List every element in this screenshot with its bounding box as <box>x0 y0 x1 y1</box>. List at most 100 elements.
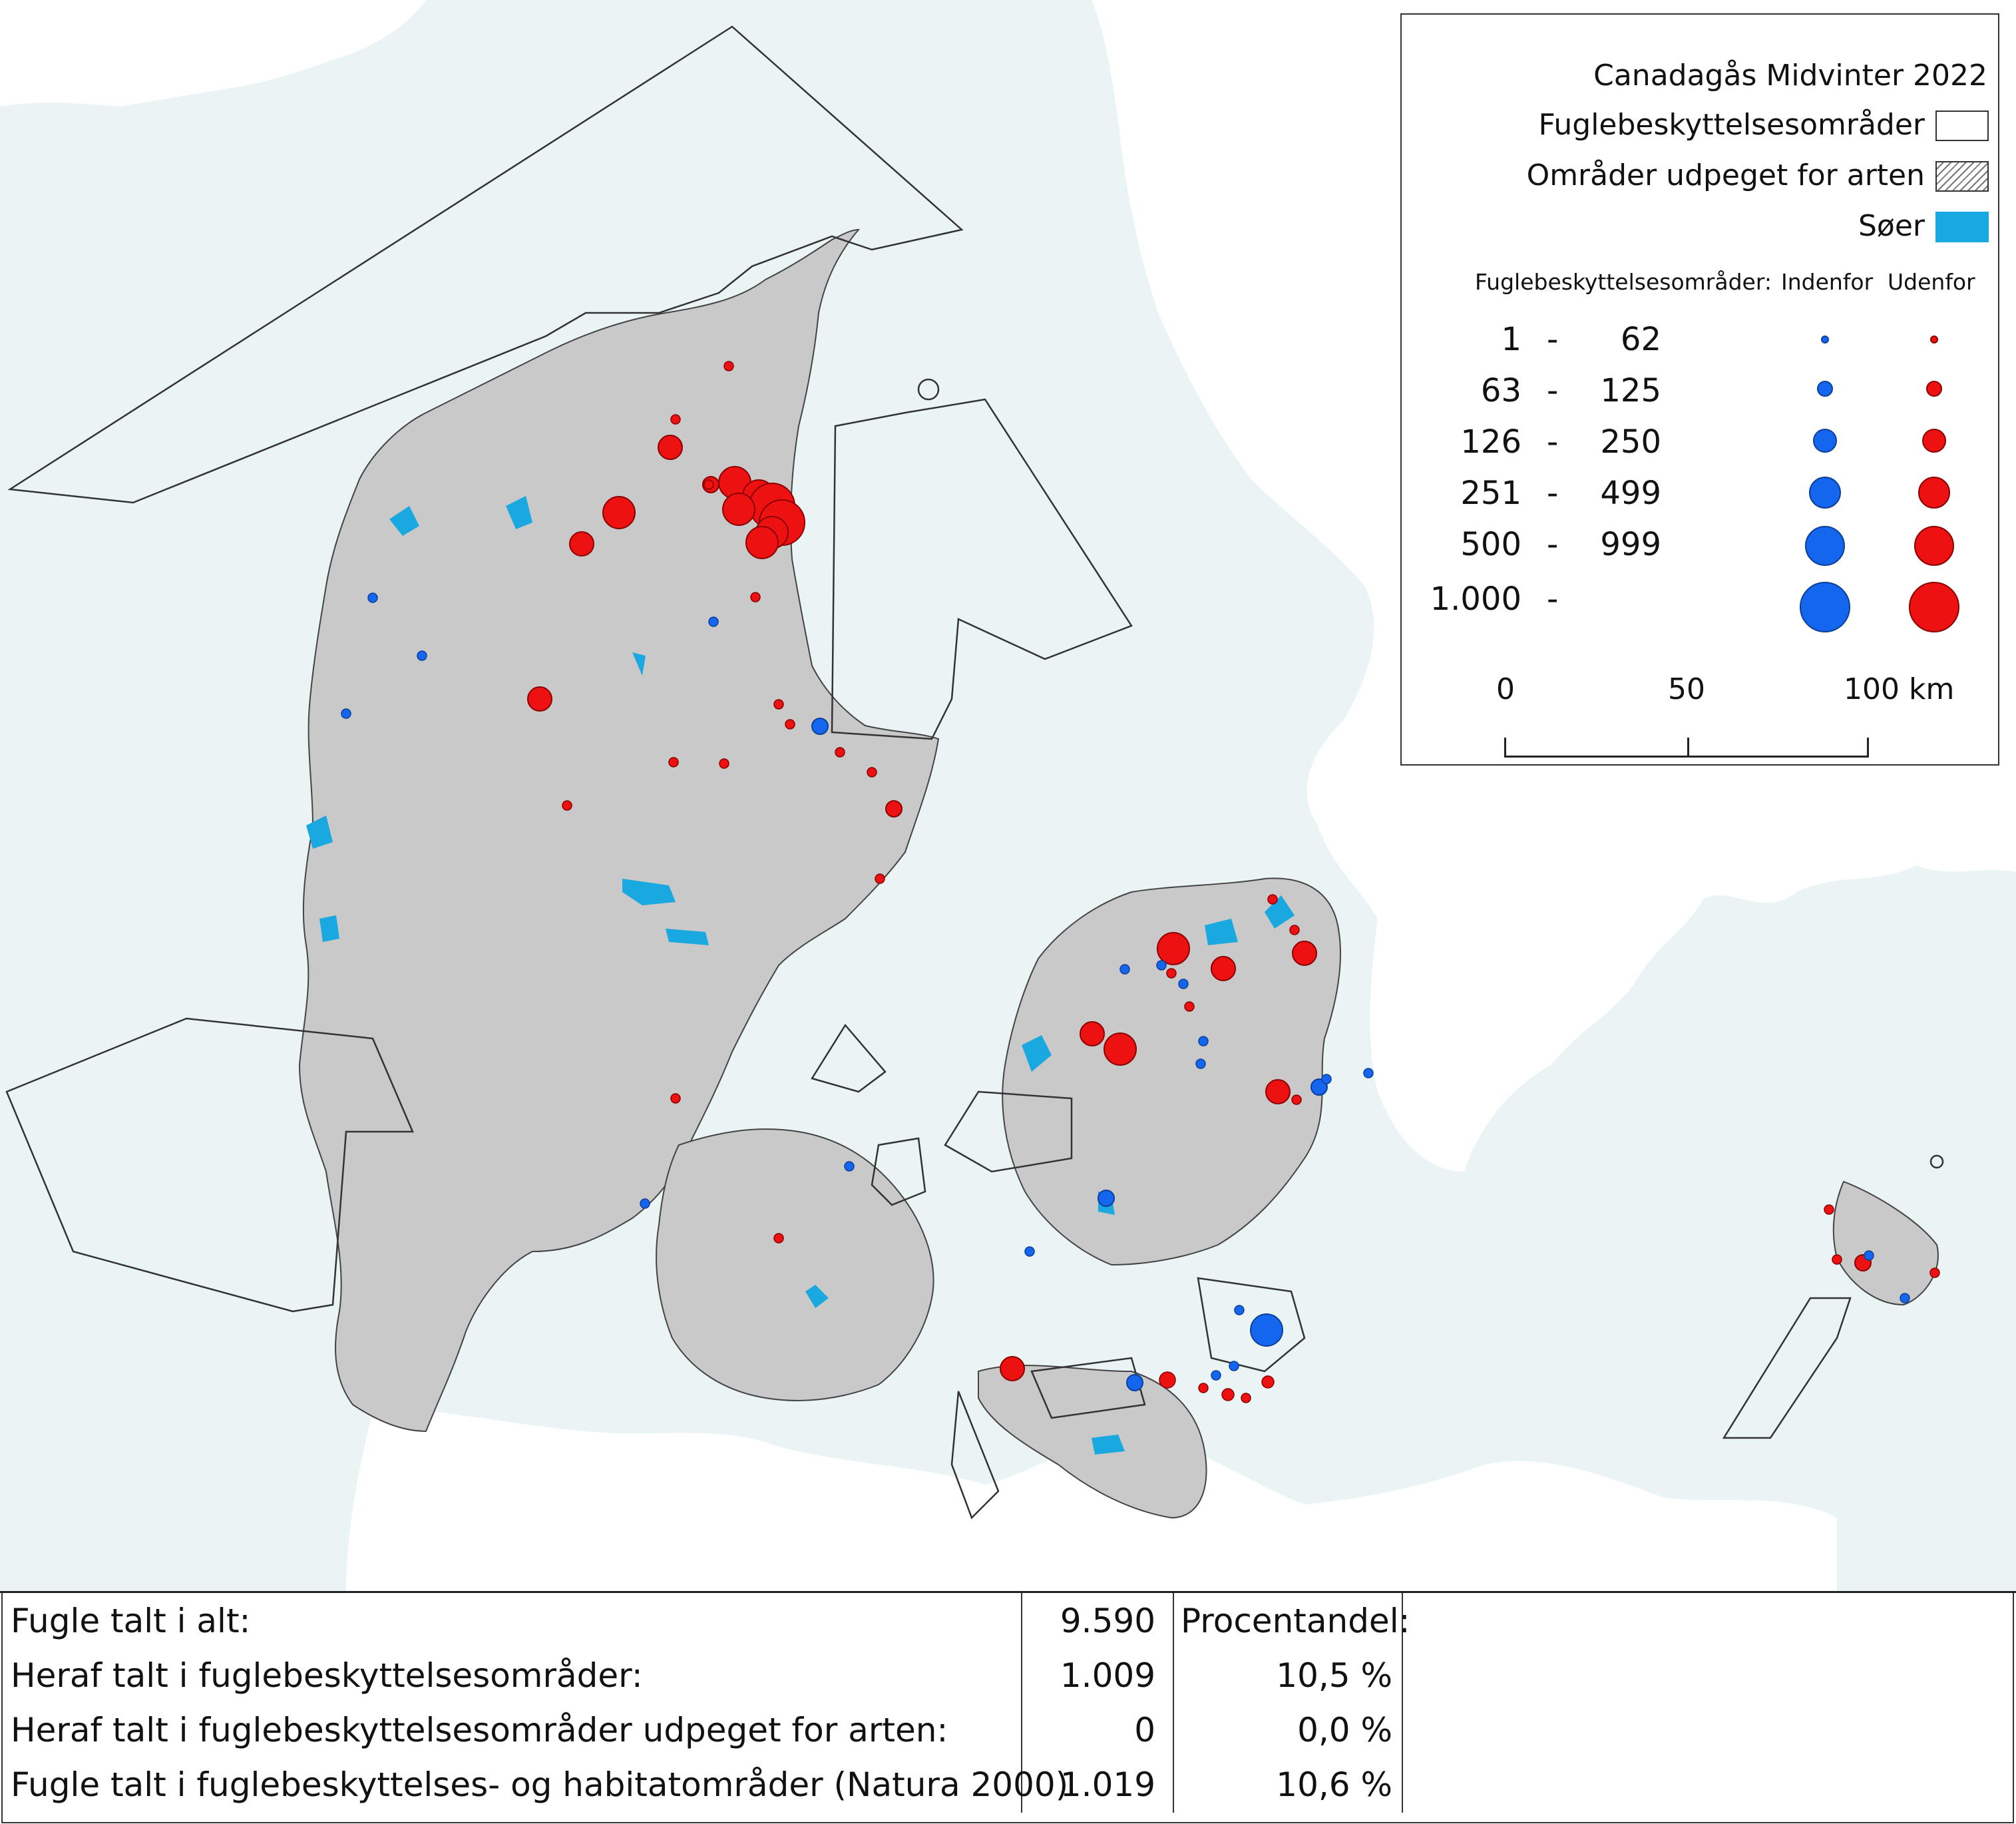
legend-dot-inside <box>1813 429 1837 453</box>
legend-lakes-swatch <box>1935 212 1989 242</box>
legend-title: Canadagås Midvinter 2022 <box>1593 59 1987 93</box>
count-dot-outside <box>1198 1383 1209 1393</box>
legend-lakes-label: Søer <box>1858 209 1925 243</box>
range-dash: - <box>1547 423 1559 461</box>
legend-dot-inside <box>1821 336 1829 343</box>
count-dot-outside <box>1211 956 1236 981</box>
count-dot-outside <box>1159 1371 1176 1389</box>
count-dot-inside <box>417 650 427 661</box>
zealand-land <box>1002 877 1341 1266</box>
count-dot-outside <box>562 800 572 811</box>
count-dot-inside <box>1024 1246 1035 1257</box>
count-dot-inside <box>844 1161 855 1172</box>
count-dots <box>341 361 1940 1403</box>
count-dot-outside <box>773 1233 784 1244</box>
count-dot-inside <box>640 1198 650 1209</box>
stats-row-label: Fugle talt i alt: <box>11 1602 251 1640</box>
count-dot-outside <box>1166 968 1177 979</box>
count-dot-inside <box>1211 1370 1221 1381</box>
stats-row-label: Heraf talt i fuglebeskyttelsesområder ud… <box>11 1711 948 1749</box>
legend-dot-inside <box>1800 582 1850 632</box>
count-dot-outside <box>885 800 903 817</box>
count-dot-outside <box>719 758 729 769</box>
count-dot-outside <box>668 757 679 768</box>
column-divider <box>1173 1593 1174 1813</box>
count-dot-inside <box>1864 1250 1874 1261</box>
count-dot-outside <box>1221 1388 1235 1401</box>
count-dot-outside <box>835 747 845 758</box>
count-dot-outside <box>602 496 636 529</box>
count-dot-outside <box>1832 1254 1842 1265</box>
range-from: 500 <box>1460 526 1521 563</box>
map-canvas: Canadagås Midvinter 2022 Fuglebeskyttels… <box>0 0 2016 1591</box>
legend-dot-outside <box>1918 477 1950 509</box>
count-dot-outside <box>1291 1094 1302 1105</box>
column-divider <box>1021 1593 1022 1813</box>
stats-row-value: 1.019 <box>1060 1765 1155 1804</box>
count-dot-outside <box>750 592 761 602</box>
column-divider <box>1402 1593 1403 1813</box>
count-dot-outside <box>670 414 681 425</box>
count-dot-inside <box>1098 1190 1115 1207</box>
range-to: 62 <box>1620 321 1661 358</box>
stats-row-value: 0 <box>1134 1711 1155 1749</box>
count-dot-inside <box>811 718 829 735</box>
count-dot-inside <box>341 708 351 719</box>
range-dash: - <box>1547 475 1559 512</box>
count-dot-outside <box>1261 1375 1275 1389</box>
legend-dot-outside <box>1930 336 1938 343</box>
legend-designated-label: Områder udpeget for arten <box>1526 158 1925 192</box>
norway-land <box>0 0 426 107</box>
lakes <box>306 496 1295 1455</box>
legend-dot-inside <box>1809 477 1841 509</box>
legend-size-header: Fuglebeskyttelsesområder: <box>1475 269 1772 295</box>
legend-dot-inside <box>1817 381 1833 397</box>
bornholm-land <box>1832 1180 1939 1306</box>
legend-outside-label: Udenfor <box>1888 269 1975 295</box>
count-dot-inside <box>1229 1361 1239 1371</box>
stats-table: Fugle talt i alt: 9.590 Procentandel: He… <box>0 1591 2016 1824</box>
stats-row-pct: 10,6 % <box>1276 1765 1392 1804</box>
range-dash: - <box>1547 372 1559 409</box>
count-dot-inside <box>1321 1074 1332 1084</box>
count-dot-outside <box>1157 932 1190 965</box>
scale-label-50: 50 <box>1668 672 1705 706</box>
count-dot-outside <box>658 435 683 460</box>
stats-row-label: Heraf talt i fuglebeskyttelsesområder: <box>11 1656 643 1695</box>
legend-dot-outside <box>1914 526 1954 566</box>
count-dot-outside <box>723 361 734 371</box>
legend-inside-label: Indenfor <box>1781 269 1874 295</box>
range-dash: - <box>1547 580 1559 618</box>
range-from: 63 <box>1480 372 1521 409</box>
count-dot-inside <box>1156 960 1167 971</box>
count-dot-outside <box>773 699 784 710</box>
count-dot-outside <box>1267 894 1278 905</box>
scale-label-0: 0 <box>1496 672 1515 706</box>
range-to: 250 <box>1600 423 1661 461</box>
map-legend: Canadagås Midvinter 2022 Fuglebeskyttels… <box>1400 13 1999 766</box>
count-dot-outside <box>670 1093 681 1104</box>
legend-dot-outside <box>1909 582 1959 632</box>
range-from: 1.000 <box>1430 580 1521 618</box>
count-dot-inside <box>1126 1374 1143 1391</box>
range-from: 251 <box>1460 475 1521 512</box>
stats-row-label: Fugle talt i fuglebeskyttelses- og habit… <box>11 1765 1069 1804</box>
count-dot-outside <box>569 531 594 557</box>
legend-dot-inside <box>1805 526 1845 566</box>
scale-label-100: 100 km <box>1844 672 1955 706</box>
legend-dot-outside <box>1922 429 1946 453</box>
stats-row-pct: Procentandel: <box>1181 1602 1410 1640</box>
range-dash: - <box>1547 526 1559 563</box>
count-dot-inside <box>1234 1305 1245 1315</box>
germany-land <box>346 1409 1837 1591</box>
funen-land <box>656 1128 934 1401</box>
count-dot-inside <box>1198 1036 1209 1046</box>
scale-bar <box>1504 738 1869 758</box>
range-from: 126 <box>1460 423 1521 461</box>
range-to: 999 <box>1600 526 1661 563</box>
count-dot-outside <box>867 767 877 778</box>
stats-row-pct: 0,0 % <box>1297 1711 1392 1749</box>
stats-row-value: 9.590 <box>1060 1602 1155 1640</box>
stats-row-pct: 10,5 % <box>1276 1656 1392 1695</box>
range-from: 1 <box>1501 321 1521 358</box>
